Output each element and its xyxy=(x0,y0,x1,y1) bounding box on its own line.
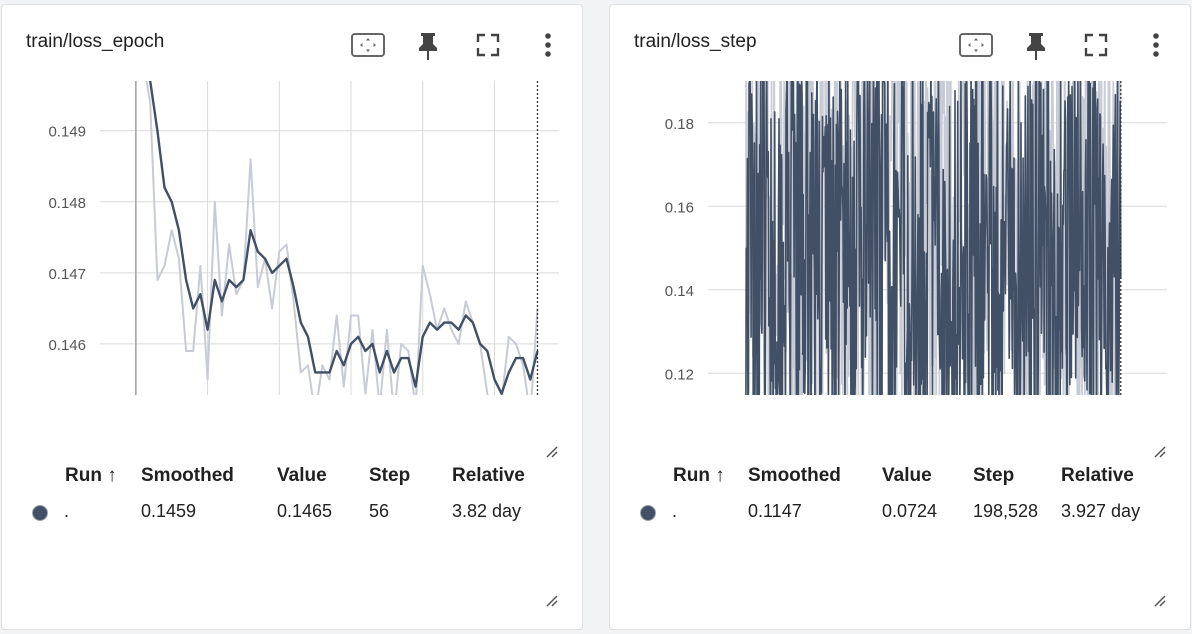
y-tick-label: 0.149 xyxy=(48,124,86,141)
column-header-run[interactable]: Run ↑ xyxy=(673,465,725,486)
table-header: Run ↑ Smoothed Value Step Relative xyxy=(2,465,582,495)
table-row: . 0.1459 0.1465 56 3.82 day xyxy=(2,501,582,531)
fit-domain-button[interactable] xyxy=(348,25,388,65)
smoothed-value: 0.1459 xyxy=(141,501,197,521)
fit-domain-button[interactable] xyxy=(956,25,996,65)
relative-time: 3.82 day xyxy=(452,501,522,521)
column-header-value[interactable]: Value xyxy=(882,465,932,486)
fit-domain-icon xyxy=(959,33,993,57)
column-header-smoothed[interactable]: Smoothed xyxy=(748,465,841,486)
y-tick-label: 0.12 xyxy=(665,366,694,383)
y-tick-label: 0.147 xyxy=(48,266,86,283)
card-title: train/loss_step xyxy=(634,31,757,52)
resize-handle[interactable] xyxy=(545,445,559,459)
run-name: . xyxy=(672,501,678,521)
raw-value: 0.1465 xyxy=(277,501,333,521)
y-tick-label: 0.146 xyxy=(48,337,86,354)
step-value: 198,528 xyxy=(973,501,1039,521)
resize-handle[interactable] xyxy=(1153,594,1167,608)
raw-value: 0.0724 xyxy=(882,501,938,521)
pin-button[interactable] xyxy=(408,25,448,65)
y-tick-label: 0.18 xyxy=(665,116,694,133)
more-vert-icon xyxy=(545,33,551,57)
pin-icon xyxy=(419,33,437,60)
step-value: 56 xyxy=(369,501,390,521)
more-vert-icon xyxy=(1153,33,1159,57)
resize-handle-icon xyxy=(1154,446,1166,458)
y-tick-label: 0.16 xyxy=(665,199,694,216)
chart-card-loss-epoch: train/loss_epoch 0.1450.1460.1470.1480.1… xyxy=(1,4,583,630)
column-header-run[interactable]: Run ↑ xyxy=(65,465,117,486)
series-smoothed-line xyxy=(148,81,539,395)
y-tick-label: 0.148 xyxy=(48,195,86,212)
table-row: . 0.1147 0.0724 198,528 3.927 day xyxy=(610,501,1190,531)
plot-area xyxy=(145,81,539,395)
fit-domain-icon xyxy=(351,33,385,57)
series-smoothed-line xyxy=(745,81,1122,395)
run-name: . xyxy=(64,501,70,521)
column-header-smoothed[interactable]: Smoothed xyxy=(141,465,234,486)
column-header-relative[interactable]: Relative xyxy=(1061,465,1134,486)
y-tick-label: 0.14 xyxy=(665,283,694,300)
fullscreen-icon xyxy=(476,33,500,57)
more-options-button[interactable] xyxy=(528,25,568,65)
plot-area xyxy=(745,81,1122,395)
resize-handle[interactable] xyxy=(1153,445,1167,459)
fullscreen-button[interactable] xyxy=(1076,25,1116,65)
resize-handle[interactable] xyxy=(545,594,559,608)
run-color-dot xyxy=(640,505,656,521)
line-chart[interactable]: 0.120.140.160.18050k100k150k198528 xyxy=(610,65,1190,395)
run-color-dot xyxy=(32,505,48,521)
smoothed-value: 0.1147 xyxy=(748,501,802,521)
series-raw-line xyxy=(145,81,539,395)
table-header: Run ↑ Smoothed Value Step Relative xyxy=(610,465,1190,495)
more-options-button[interactable] xyxy=(1136,25,1176,65)
column-header-relative[interactable]: Relative xyxy=(452,465,525,486)
resize-handle-icon xyxy=(546,595,558,607)
fullscreen-icon xyxy=(1084,33,1108,57)
fullscreen-button[interactable] xyxy=(468,25,508,65)
chart-card-loss-step: train/loss_step 0.120.140.160.18050k100k… xyxy=(609,4,1191,630)
resize-handle-icon xyxy=(546,446,558,458)
column-header-value[interactable]: Value xyxy=(277,465,327,486)
pin-icon xyxy=(1027,33,1045,60)
pin-button[interactable] xyxy=(1016,25,1056,65)
card-title: train/loss_epoch xyxy=(26,31,165,52)
column-header-step[interactable]: Step xyxy=(369,465,411,486)
column-header-step[interactable]: Step xyxy=(973,465,1015,486)
relative-time: 3.927 day xyxy=(1061,501,1141,521)
resize-handle-icon xyxy=(1154,595,1166,607)
